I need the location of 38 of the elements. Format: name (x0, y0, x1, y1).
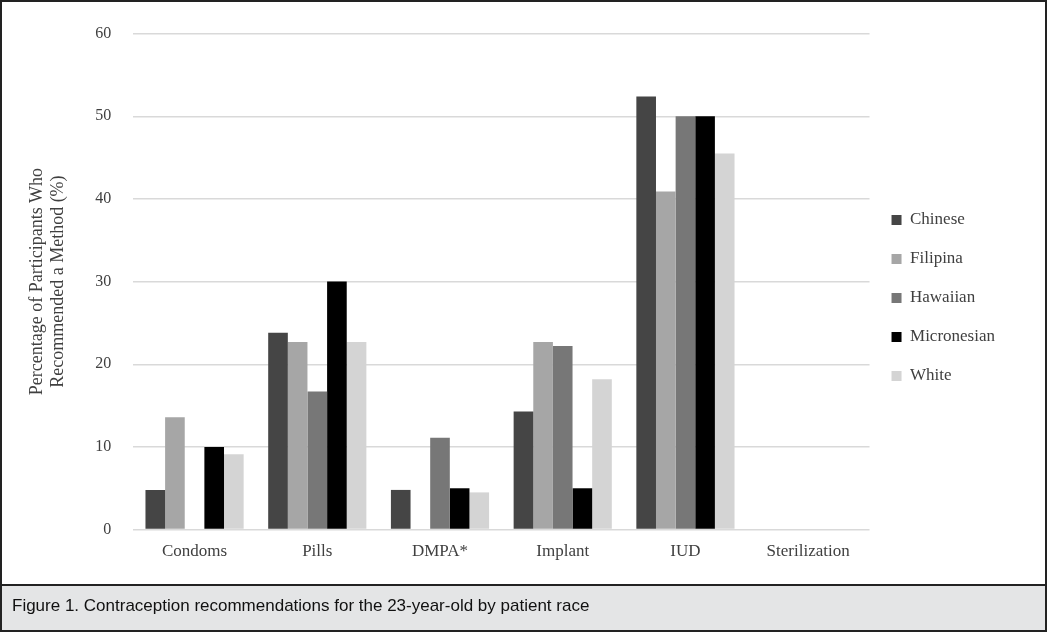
x-tick-label: IUD (670, 541, 701, 561)
y-tick-label: 0 (103, 519, 112, 537)
legend-label: White (910, 365, 952, 385)
bar (636, 96, 656, 529)
bar (572, 488, 593, 529)
bar (430, 437, 450, 529)
bar (268, 332, 288, 529)
bar (552, 346, 573, 529)
y-tick-label: 60 (95, 23, 112, 41)
legend-label: Micronesian (910, 326, 996, 346)
bar (533, 341, 553, 529)
bar (165, 417, 185, 529)
legend-label: Hawaiian (910, 287, 976, 307)
x-tick-label: Pills (302, 541, 333, 561)
bar (675, 116, 696, 529)
y-tick-label: 20 (95, 354, 112, 372)
x-tick-label: Condoms (161, 541, 228, 561)
bar (513, 411, 534, 529)
y-tick-label: 40 (95, 189, 112, 207)
bar (287, 341, 308, 529)
legend-label: Chinese (910, 209, 965, 229)
bar (327, 281, 347, 529)
x-tick-label: DMPA* (411, 541, 469, 561)
x-tick-label: Sterilization (766, 541, 851, 561)
y-axis-title: Percentage of Participants Who Recommended a Method (%) (25, 168, 69, 396)
x-tick-label: Implant (536, 541, 590, 561)
bar (655, 191, 676, 529)
bar (145, 489, 166, 529)
legend-label: Filipina (910, 248, 964, 268)
bar (307, 391, 328, 529)
bar (204, 446, 225, 529)
bar (390, 489, 411, 529)
y-tick-label: 10 (95, 437, 112, 455)
y-tick-label: 50 (95, 106, 112, 124)
bar (449, 488, 470, 529)
bar (695, 116, 715, 529)
y-tick-label: 30 (95, 271, 112, 289)
caption: Figure 1. Contraception recommendations for the 23-year-old by patient race (12, 596, 591, 616)
